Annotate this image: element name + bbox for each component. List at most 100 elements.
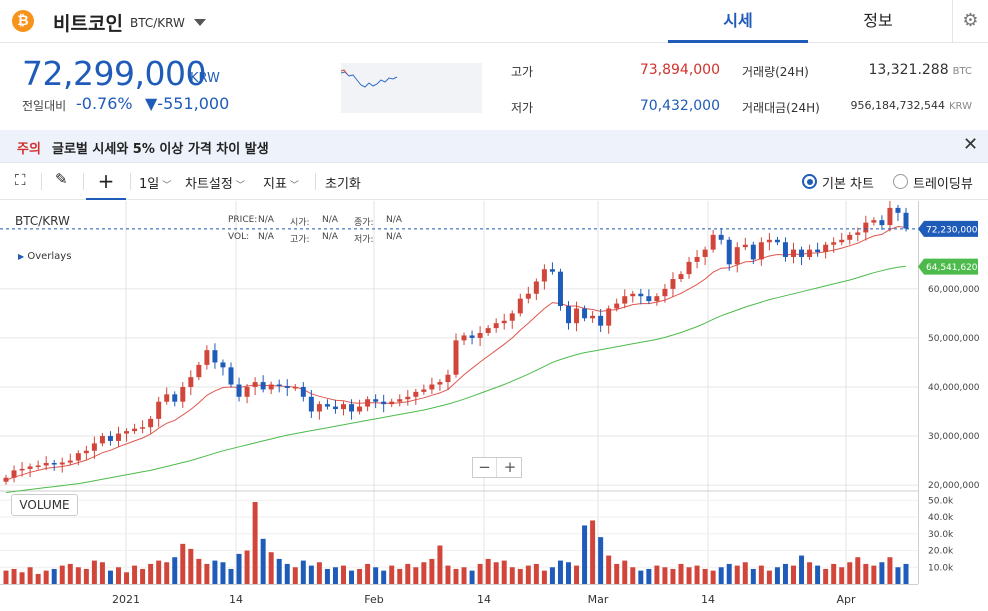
ma-long-marker-label: 64,541,620 [926, 263, 978, 273]
top-header: ₿ 비트코인 BTC/KRW 시세 정보 ⚙ [0, 0, 988, 43]
volume-bar [525, 565, 531, 584]
change-label: 전일대비 [22, 99, 67, 113]
candle-body [91, 443, 97, 451]
volume-bar [437, 545, 443, 584]
indicators-button[interactable]: 지표 ﹀ [263, 177, 299, 192]
volume-bar [59, 565, 65, 584]
volume-bar [557, 560, 563, 584]
close-icon[interactable]: ✕ [963, 134, 979, 155]
volume-bar [316, 562, 322, 584]
change-amount: ▼-551,000 [145, 94, 230, 113]
volume-bar [734, 565, 740, 584]
volume-bar [75, 567, 81, 584]
value-24h-label: 거래대금(24H) [742, 101, 820, 115]
tradingview-label[interactable]: 트레이딩뷰 [913, 177, 973, 192]
candle-body [3, 477, 9, 482]
volume-bar [606, 555, 612, 584]
reset-button[interactable]: 초기화 [325, 177, 361, 192]
legend-price-label: PRICE: [228, 215, 258, 225]
candle-body [606, 308, 612, 326]
candle-body [493, 323, 499, 329]
legend-close-value: N/A [386, 215, 402, 225]
volume-bar [477, 563, 483, 584]
candle-body [373, 399, 379, 402]
candle-body [582, 308, 588, 319]
candle-body [341, 404, 346, 410]
volume-bar [91, 560, 97, 584]
x-tick-label: 2021 [112, 593, 140, 606]
candle-body [260, 382, 266, 390]
candle-body [300, 386, 306, 397]
zoom-in-button[interactable]: + [503, 458, 517, 476]
volume-24h: 13,321.288 BTC [868, 62, 972, 78]
basic-chart-label[interactable]: 기본 차트 [822, 177, 874, 192]
draw-pencil-icon[interactable]: ✎ [55, 170, 68, 188]
volume-bar [815, 565, 821, 584]
candle-body [405, 396, 411, 400]
candle-body [549, 269, 555, 272]
candle-body [839, 239, 845, 243]
candle-body [421, 389, 427, 392]
fullscreen-icon[interactable]: ⛶ [15, 171, 26, 189]
volume-bar [276, 558, 282, 584]
candle-body [35, 465, 41, 467]
candle-body [485, 328, 491, 334]
volume-bar [646, 568, 652, 584]
candle-body [654, 296, 660, 302]
chart-settings-button[interactable]: 차트설정 ﹀ [185, 177, 245, 192]
legend-open-label: 시가: [290, 218, 310, 228]
overlays-toggle[interactable]: ▶ Overlays [18, 251, 72, 262]
volume-bar [51, 568, 57, 584]
volume-bar [742, 562, 748, 584]
ma-short-line [5, 225, 907, 481]
volume-bar [188, 548, 194, 584]
tradingview-radio[interactable] [893, 174, 908, 189]
candle-body [718, 234, 724, 240]
candle-body [903, 212, 909, 229]
x-tick-label: Feb [364, 593, 383, 606]
candle-body [124, 431, 130, 434]
price-unit: KRW [190, 71, 220, 86]
candle-body [357, 406, 363, 412]
coin-pair[interactable]: BTC/KRW [130, 16, 185, 30]
tab-price[interactable]: 시세 [668, 0, 808, 43]
candle-body [726, 239, 732, 265]
volume-bar [83, 568, 89, 584]
volume-bar [630, 567, 636, 584]
candle-body [742, 244, 748, 248]
volume-bar [196, 558, 202, 584]
volume-label[interactable]: VOLUME [11, 494, 78, 516]
high-label: 고가 [511, 65, 534, 79]
basic-chart-radio[interactable] [802, 174, 817, 189]
low-value: 70,432,000 [639, 98, 720, 114]
gear-icon[interactable]: ⚙ [952, 0, 988, 43]
candle-body [758, 242, 764, 260]
candle-body [188, 377, 194, 387]
volume-bar [228, 568, 234, 584]
coin-name[interactable]: 비트코인 [53, 13, 123, 35]
volume-bar [19, 572, 25, 584]
volume-24h-label: 거래량(24H) [742, 65, 809, 79]
crosshair-icon[interactable]: + [86, 163, 126, 200]
price-tick-label: 30,000,000 [928, 432, 980, 442]
chevron-down-icon[interactable] [194, 19, 206, 26]
zoom-out-button[interactable]: − [473, 458, 497, 477]
volume-bar [324, 568, 330, 584]
volume-bar [389, 565, 395, 584]
volume-tick-label: 10.0k [928, 563, 954, 573]
candle-body [413, 391, 419, 397]
candle-body [284, 385, 290, 388]
candle-body [887, 207, 893, 226]
candle-body [268, 384, 274, 390]
candle-body [381, 401, 387, 405]
ma-long-line [5, 265, 907, 493]
tab-info[interactable]: 정보 [863, 11, 893, 30]
interval-select[interactable]: 1일 ﹀ [139, 177, 172, 192]
volume-bar [485, 558, 491, 584]
price-chart[interactable]: 20,000,000 30,000,000 40,000,000 50,000,000… [0, 201, 988, 611]
volume-bar [686, 567, 692, 584]
volume-bar [662, 567, 668, 584]
low-label: 저가 [511, 101, 534, 115]
candle-body [349, 404, 355, 412]
volume-bar [35, 573, 41, 584]
